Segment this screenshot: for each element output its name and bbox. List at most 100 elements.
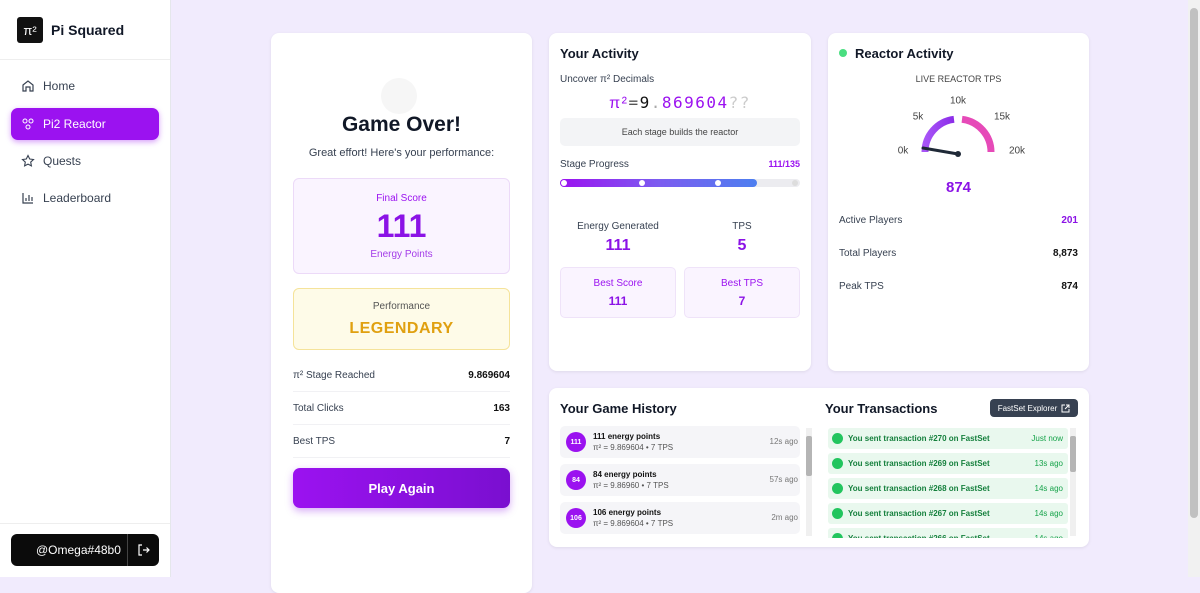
integer: 9 [639,93,651,112]
stat-label: π² Stage Reached [293,369,375,381]
title: Your Activity [560,46,639,61]
reactor-card: Reactor Activity LIVE REACTOR TPS 0k 5k 10… [828,33,1089,371]
brand: Pi Squared [51,22,125,38]
item-title: 111 energy points [593,432,661,441]
stat-row: Peak TPS 874 [839,270,1078,303]
tx-time: 14s ago [1034,509,1063,518]
tx-icon [832,483,843,494]
history-card: Your Game History 111 111 energy points π²… [549,388,1089,547]
marker [561,180,567,186]
nav-label: Pi2 Reactor [43,117,106,131]
stat-label: Active Players [839,215,903,226]
marker [792,180,798,186]
decimals: 869604 [661,93,729,112]
scrollbar [1070,428,1076,536]
label: Best TPS [720,278,764,289]
stat-label: Peak TPS [839,281,884,292]
nav-icon [22,80,34,92]
stat-value: 8,873 [1052,248,1078,259]
explorer-button[interactable]: FastSet Explorer [990,399,1078,417]
stat-value: 201 [1061,215,1078,226]
tx-icon [832,433,843,444]
transaction-item: You sent transaction #269 on FastSet 13s … [828,453,1068,474]
stat-value: 9.869604 [468,369,510,381]
tx-time: 13s ago [1034,459,1063,468]
divider [0,59,170,60]
performance-box: Performance LEGENDARY [293,288,510,350]
transaction-item: You sent transaction #270 on FastSet Just… [828,428,1068,449]
label: Final Score [376,193,427,204]
item-title: 106 energy points [593,508,662,517]
gauge-tick: 10k [949,95,967,107]
gauge-tick: 0k [897,145,909,157]
gauge-label: LIVE REACTOR TPS [915,74,1002,84]
nav-item[interactable]: Quests [11,145,159,177]
nav-item[interactable]: Leaderboard [11,182,159,214]
badge: 111 [566,432,586,452]
tx-icon [832,458,843,469]
transaction-item: You sent transaction #267 on FastSet 14s … [828,503,1068,524]
energy-label: Energy Generated [577,221,659,232]
nav-item[interactable]: Home [11,70,159,102]
username: @Omega#48b0 [36,543,121,557]
label: Best Score [593,278,643,289]
scroll-thumb[interactable] [806,436,812,476]
tx-time: 14s ago [1034,484,1063,493]
play-again-button[interactable]: Play Again [293,468,510,508]
nav-label: Home [43,79,76,93]
gauge-needle [921,146,960,156]
gauge-tick: 5k [912,111,924,123]
tps-label: TPS [732,221,752,232]
decoration [381,78,417,114]
hidden: ?? [728,93,751,112]
hint: Each stage builds the reactor [560,118,800,146]
scroll-thumb[interactable] [1070,436,1076,472]
tx-time: Just now [1031,434,1063,443]
gauge-tick: 15k [993,111,1011,123]
stat-label: Total Clicks [293,402,344,414]
item-time: 57s ago [769,475,798,484]
stat-row: Active Players 201 [839,204,1078,237]
user-button[interactable]: @Omega#48b0 [11,534,159,566]
dot: . [650,93,662,112]
external-icon [1061,404,1070,412]
value: LEGENDARY [349,320,454,337]
marker [639,180,645,186]
nav-item[interactable]: Pi2 Reactor [11,108,159,140]
unit: Energy Points [370,249,433,260]
stat-value: 874 [1061,281,1078,292]
gauge-arc [921,115,955,153]
final-score-box: Final Score 111 Energy Points [293,178,510,274]
item-detail: π² = 9.869604 • 7 TPS [593,519,674,528]
gauge-arc [961,115,995,153]
explorer-label: FastSet Explorer [997,403,1058,413]
stat-label: Best TPS [293,435,336,447]
stat-row: Total Players 8,873 [839,237,1078,270]
transaction-item: You sent transaction #266 on FastSet 14s … [828,528,1068,538]
tx-text: You sent transaction #267 on FastSet [848,509,990,518]
tps: 874 [945,179,972,196]
nav-icon [21,154,35,167]
logout-icon[interactable] [138,544,150,556]
pi-digits: π²=9.869604?? [549,93,811,113]
stat-label: Total Players [839,248,897,259]
gauge-hub [955,151,961,157]
live-dot [839,49,847,57]
separator [127,534,128,566]
logo: π² [17,17,43,43]
sidebar: π² Pi Squared Home Pi2 Reactor Quests Leade… [0,0,171,577]
nav-label: Leaderboard [43,191,112,205]
value: 111 [376,208,427,244]
item-time: 2m ago [771,513,798,522]
tx-icon [832,508,843,519]
stat-row: Total Clicks 163 [293,392,510,425]
gauge-tick: 20k [1008,145,1026,157]
tx-text: You sent transaction #266 on FastSet [848,534,990,538]
progress-fill [560,179,757,187]
tx-text: You sent transaction #270 on FastSet [848,434,990,443]
scroll-thumb[interactable] [1190,8,1198,518]
tps: 5 [737,237,747,254]
title: Game Over! [341,113,462,136]
tx-time: 14s ago [1035,534,1063,538]
